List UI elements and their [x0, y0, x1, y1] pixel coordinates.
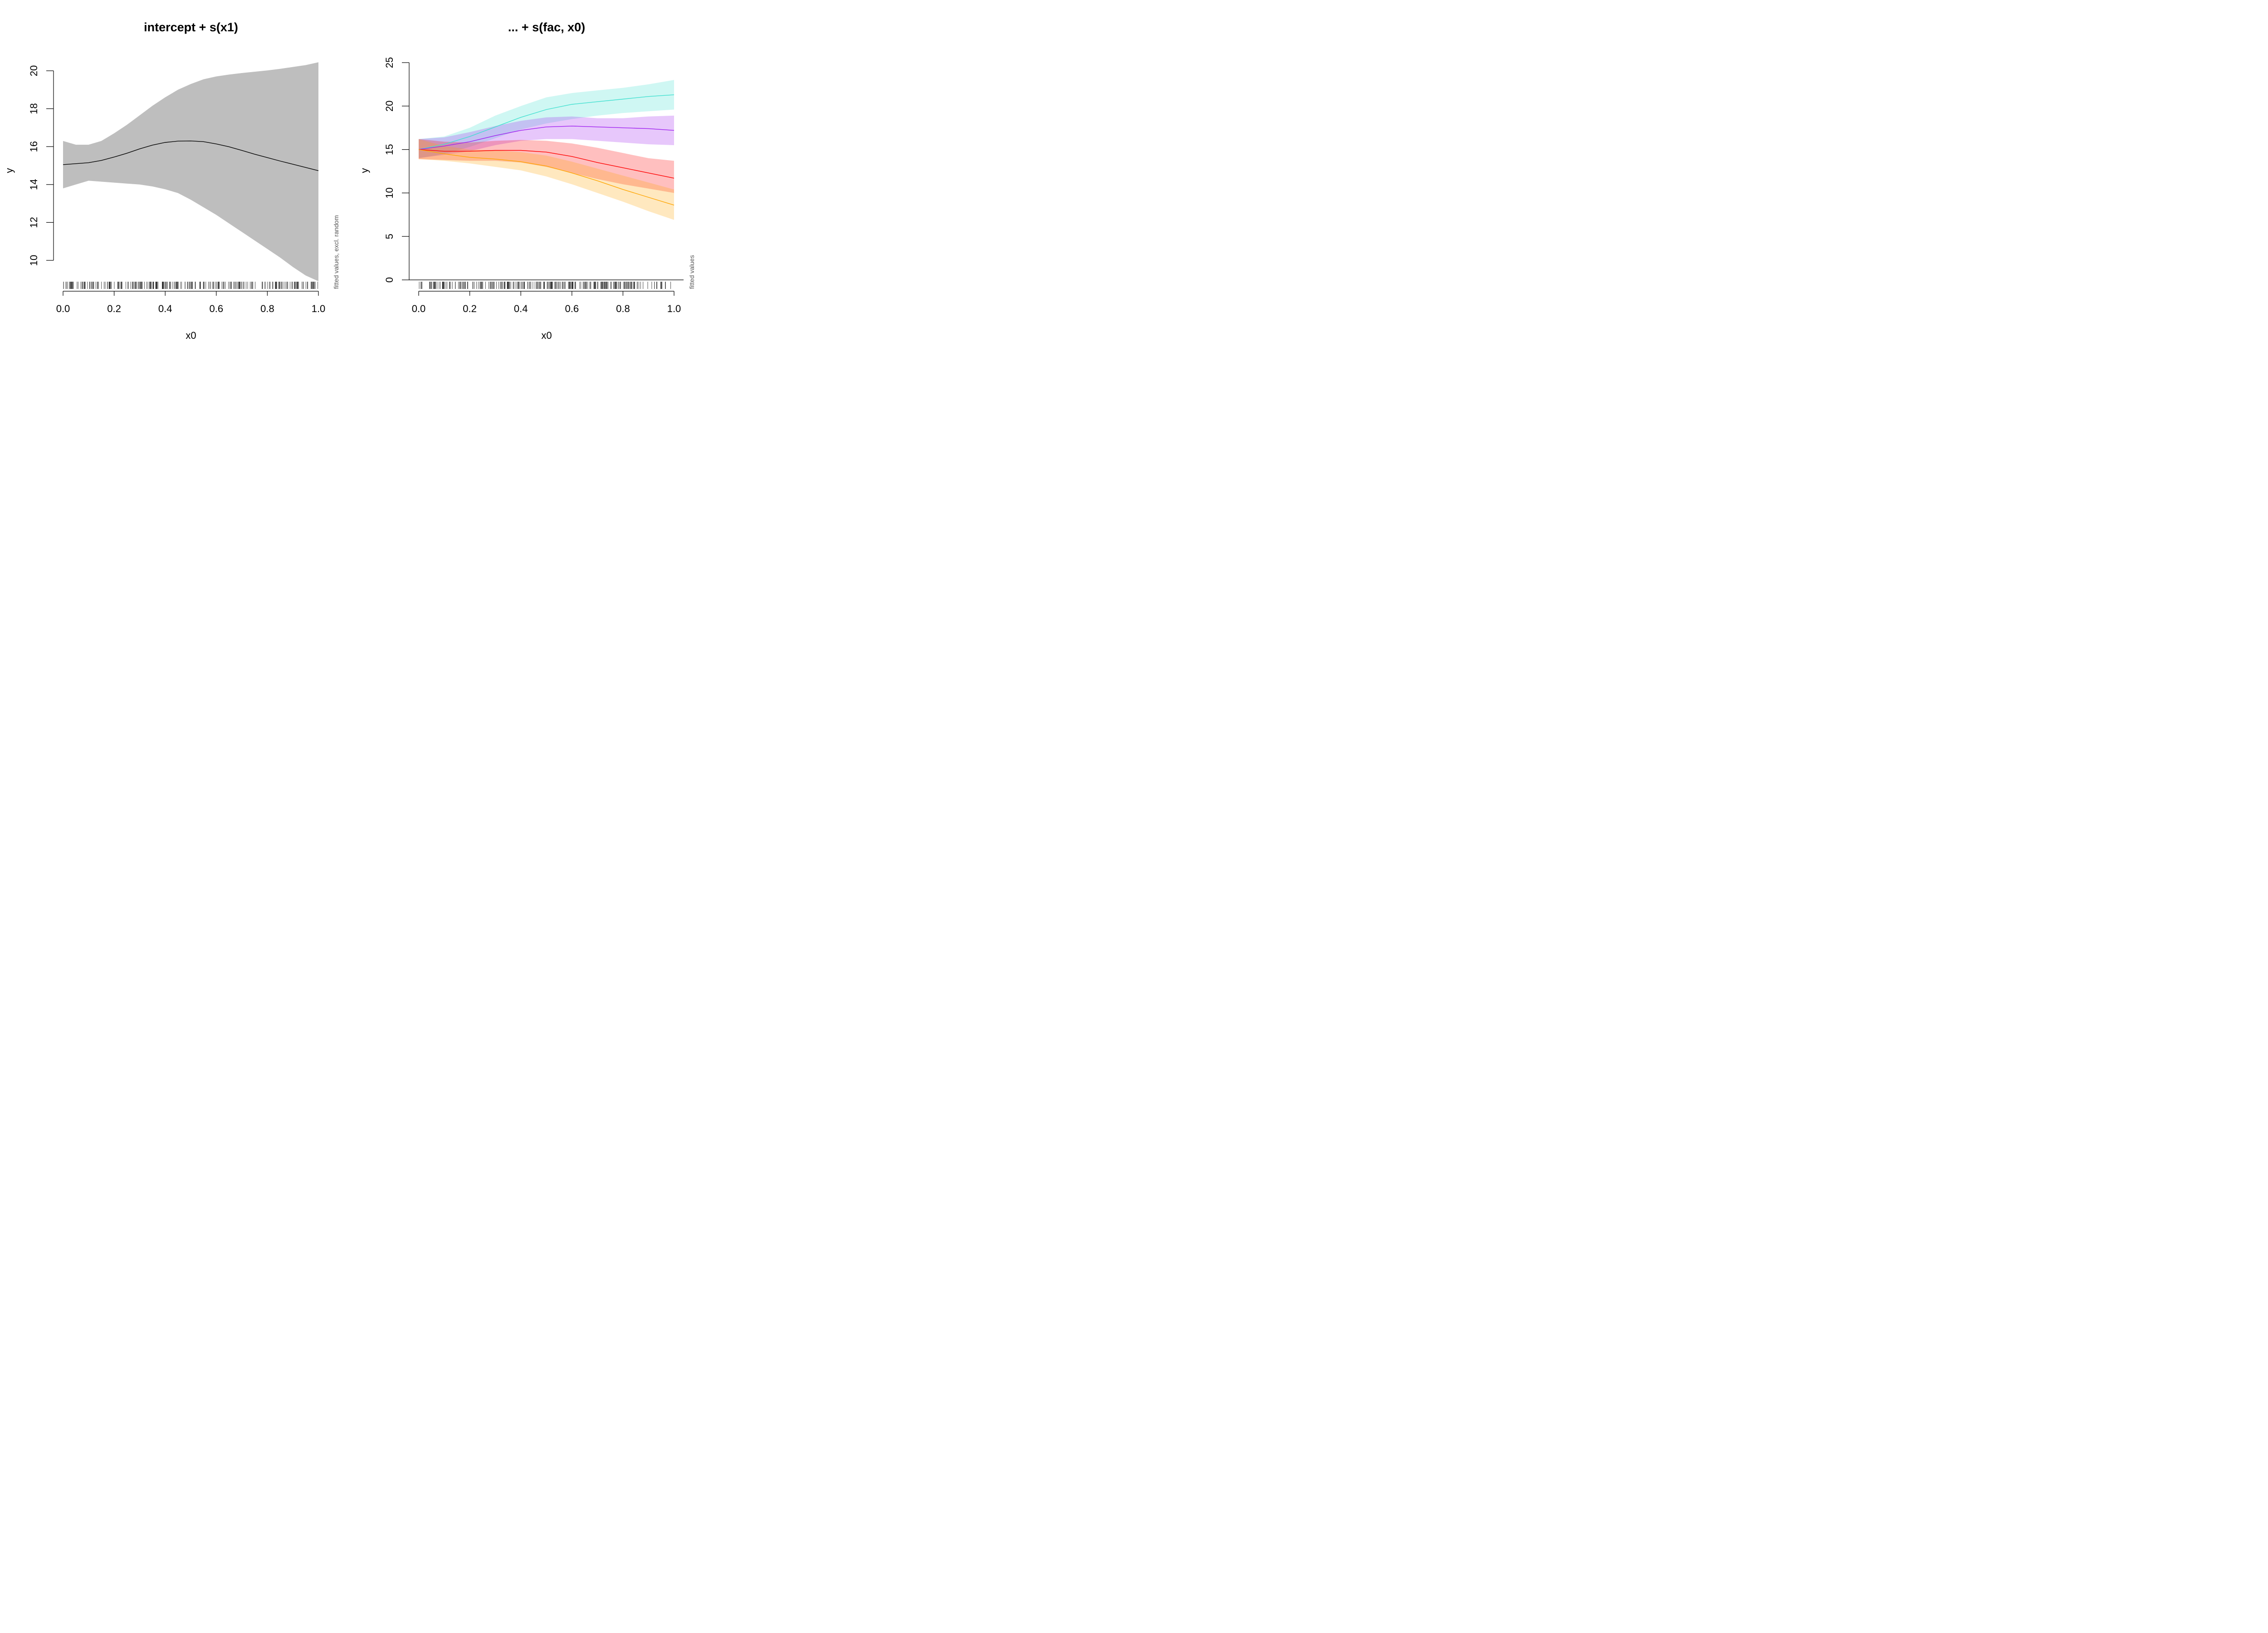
x-tick-label: 0.2 — [107, 303, 121, 314]
x-tick-label: 0.4 — [158, 303, 172, 314]
fit-line-2 — [418, 149, 675, 179]
y-tick-label: 5 — [384, 234, 395, 239]
x-tick-label: 0.4 — [514, 303, 528, 314]
y-axis-label: y — [4, 168, 15, 173]
panel-right: ... + s(fac, x0) y x0 fitted values 0 5 10… — [359, 20, 695, 341]
y-tick-label: 15 — [384, 144, 395, 155]
y-tick-label: 25 — [384, 57, 395, 68]
figure: intercept + s(x1) y x0 fitted values, ex… — [4, 20, 695, 341]
fitted-values-note: fitted values, excl. random — [332, 215, 340, 289]
x-tick-label: 1.0 — [312, 303, 326, 314]
x-axis-label: x0 — [186, 330, 196, 341]
chart-title: ... + s(fac, x0) — [508, 20, 585, 34]
y-tick-label: 10 — [28, 255, 39, 266]
x-tick-label: 0.6 — [565, 303, 579, 314]
y-tick-label: 12 — [28, 217, 39, 228]
fit-line-0 — [63, 140, 319, 171]
y-tick-label: 20 — [28, 65, 39, 76]
x-tick-label: 0.0 — [412, 303, 426, 314]
y-tick-label: 10 — [384, 187, 395, 198]
confidence-band-3 — [419, 139, 674, 220]
fit-line-1 — [418, 126, 675, 150]
x-tick-label: 0.2 — [463, 303, 477, 314]
x-tick-label: 1.0 — [667, 303, 681, 314]
confidence-band-1 — [419, 115, 674, 158]
chart-title: intercept + s(x1) — [144, 20, 238, 34]
rug — [419, 282, 671, 289]
y-tick-label: 18 — [28, 103, 39, 114]
y-tick-label: 20 — [384, 101, 395, 112]
x-tick-label: 0.8 — [260, 303, 274, 314]
fit-line-3 — [418, 149, 675, 205]
y-axis-label: y — [359, 168, 370, 173]
fitted-values-note: fitted values — [688, 255, 695, 289]
rug — [63, 282, 318, 289]
x-axis-label: x0 — [541, 330, 552, 341]
x-tick-label: 0.0 — [56, 303, 70, 314]
y-tick-label: 0 — [384, 277, 395, 283]
x-tick-label: 0.6 — [210, 303, 224, 314]
y-tick-label: 14 — [28, 179, 39, 190]
panel-left: intercept + s(x1) y x0 fitted values, ex… — [4, 20, 340, 341]
x-tick-label: 0.8 — [616, 303, 630, 314]
confidence-band-0 — [63, 62, 318, 281]
fit-line-0 — [418, 94, 675, 150]
y-tick-label: 16 — [28, 141, 39, 152]
